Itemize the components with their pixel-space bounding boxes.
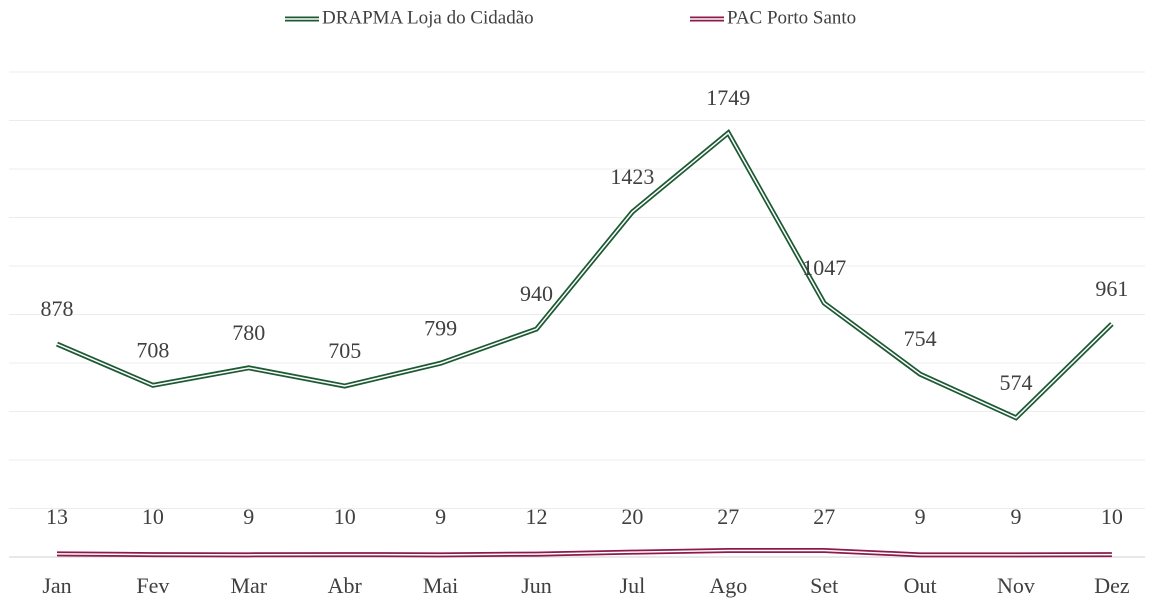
data-label: 1047 [802, 255, 846, 280]
series-line-inner [56, 549, 1112, 556]
x-tick-label: Out [904, 573, 937, 598]
data-label: 12 [526, 504, 548, 529]
data-label: 27 [813, 504, 835, 529]
data-label: 20 [621, 504, 643, 529]
x-tick-label: Ago [709, 573, 747, 598]
data-label: 961 [1095, 276, 1128, 301]
data-label: 10 [334, 504, 356, 529]
x-tick-label: Dez [1094, 573, 1130, 598]
x-tick-label: Fev [136, 573, 169, 598]
data-label: 9 [915, 504, 926, 529]
data-label: 574 [1000, 370, 1033, 395]
data-label: 799 [424, 315, 457, 340]
data-label: 10 [142, 504, 164, 529]
data-label: 754 [904, 326, 937, 351]
data-label: 13 [46, 504, 68, 529]
data-label: 878 [41, 296, 74, 321]
x-tick-label: Mai [423, 573, 458, 598]
x-tick-label: Mar [230, 573, 267, 598]
data-label: 1749 [706, 85, 750, 110]
data-label: 9 [243, 504, 254, 529]
data-label: 708 [136, 337, 169, 362]
data-label: 940 [520, 281, 553, 306]
series-line [56, 129, 1114, 421]
data-label: 9 [435, 504, 446, 529]
x-tick-label: Jul [620, 573, 646, 598]
x-tick-label: Jan [42, 573, 71, 598]
x-tick-label: Abr [328, 573, 363, 598]
data-label: 1423 [610, 164, 654, 189]
x-tick-label: Set [810, 573, 838, 598]
legend-label: PAC Porto Santo [727, 7, 856, 28]
x-tick-label: Nov [997, 573, 1035, 598]
legend-label: DRAPMA Loja do Cidadão [322, 7, 534, 28]
data-label: 705 [328, 338, 361, 363]
data-label: 10 [1101, 504, 1123, 529]
data-label: 9 [1011, 504, 1022, 529]
data-label: 27 [717, 504, 739, 529]
data-label: 780 [232, 320, 265, 345]
x-tick-label: Jun [521, 573, 552, 598]
series-line-inner [56, 131, 1113, 419]
